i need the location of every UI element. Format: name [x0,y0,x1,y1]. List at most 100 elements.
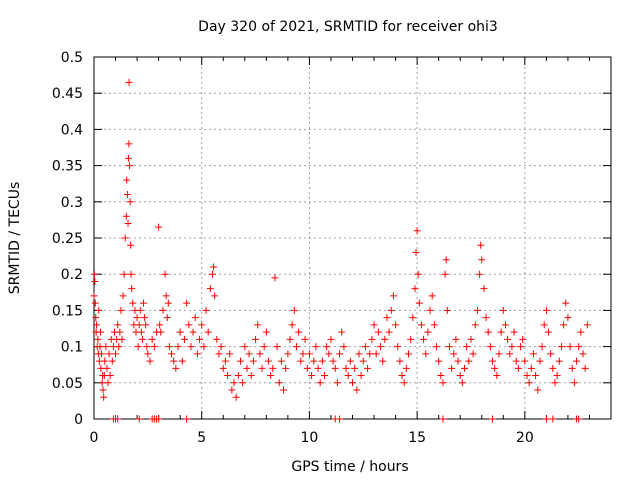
data-point [549,364,557,372]
data-point [329,357,337,365]
data-point [142,321,150,329]
data-point [129,299,137,307]
data-point [219,364,227,372]
data-point [437,372,445,380]
data-point [417,321,425,329]
data-point [454,357,462,365]
data-point [224,372,232,380]
data-point [495,350,503,358]
data-point [114,321,122,329]
data-point [165,343,173,351]
data-point [428,292,436,300]
data-point [357,372,365,380]
data-point [389,292,397,300]
data-point [256,350,264,358]
data-point [290,306,298,314]
data-point [183,299,191,307]
data-point [308,372,316,380]
x-tick-label: 10 [301,430,319,446]
data-point [338,328,346,336]
data-point [127,241,135,249]
data-point [126,162,134,170]
data-point [112,350,120,358]
y-tick-label: 0.3 [61,195,83,211]
data-point [568,364,576,372]
data-point [217,343,225,351]
data-point [336,350,344,358]
data-point [288,321,296,329]
data-point [486,343,494,351]
data-point [120,270,128,278]
data-point [379,357,387,365]
data-point [124,220,132,228]
data-point [396,357,404,365]
data-point [465,357,473,365]
x-tick-label: 0 [90,430,99,446]
data-point [398,372,406,380]
data-point [517,343,525,351]
data-point [301,335,309,343]
data-point [221,357,229,365]
data-point [178,357,186,365]
data-point [489,415,497,423]
data-point [100,393,108,401]
ticks [93,56,611,420]
data-point [262,328,270,336]
data-point [249,357,257,365]
x-tick-label: 20 [516,430,534,446]
data-point [476,270,484,278]
data-point [282,364,290,372]
data-point [506,350,514,358]
data-point [420,335,428,343]
x-tick-labels: 0 5 10 15 20 [90,430,534,446]
data-point [168,350,176,358]
data-point [119,292,127,300]
data-point [121,234,129,242]
data-point [504,335,512,343]
data-point [575,343,583,351]
data-point [135,321,143,329]
data-point [258,364,266,372]
data-point [138,335,146,343]
data-point [374,328,382,336]
data-point [191,314,199,322]
data-point [312,343,320,351]
data-point [579,350,587,358]
data-point [226,350,234,358]
data-point [271,274,279,282]
data-point [196,335,204,343]
data-point [325,350,333,358]
data-point [126,198,134,206]
data-point [547,350,555,358]
data-point [366,350,374,358]
data-point [527,364,535,372]
data-point [478,256,486,264]
data-point [381,335,389,343]
data-point [323,343,331,351]
data-point [303,364,311,372]
data-point [273,343,281,351]
data-point [135,415,143,423]
data-point [327,335,335,343]
y-tick-label: 0.05 [52,376,83,392]
data-point [124,154,132,162]
data-point [497,328,505,336]
data-point [581,364,589,372]
data-point [232,393,240,401]
data-point [510,328,518,336]
data-point [385,328,393,336]
data-point [445,343,453,351]
data-point [545,328,553,336]
grid [94,57,611,419]
data-point [415,299,423,307]
data-point [163,314,171,322]
data-point [387,306,395,314]
data-point [538,343,546,351]
y-tick-labels: 0 0.05 0.1 0.15 0.2 0.25 0.3 0.35 0.4 0.45 0.5 [52,50,83,428]
data-point [412,248,420,256]
data-point [351,364,359,372]
data-point [292,343,300,351]
data-point [123,191,131,199]
data-point [491,364,499,372]
data-point [156,321,164,329]
